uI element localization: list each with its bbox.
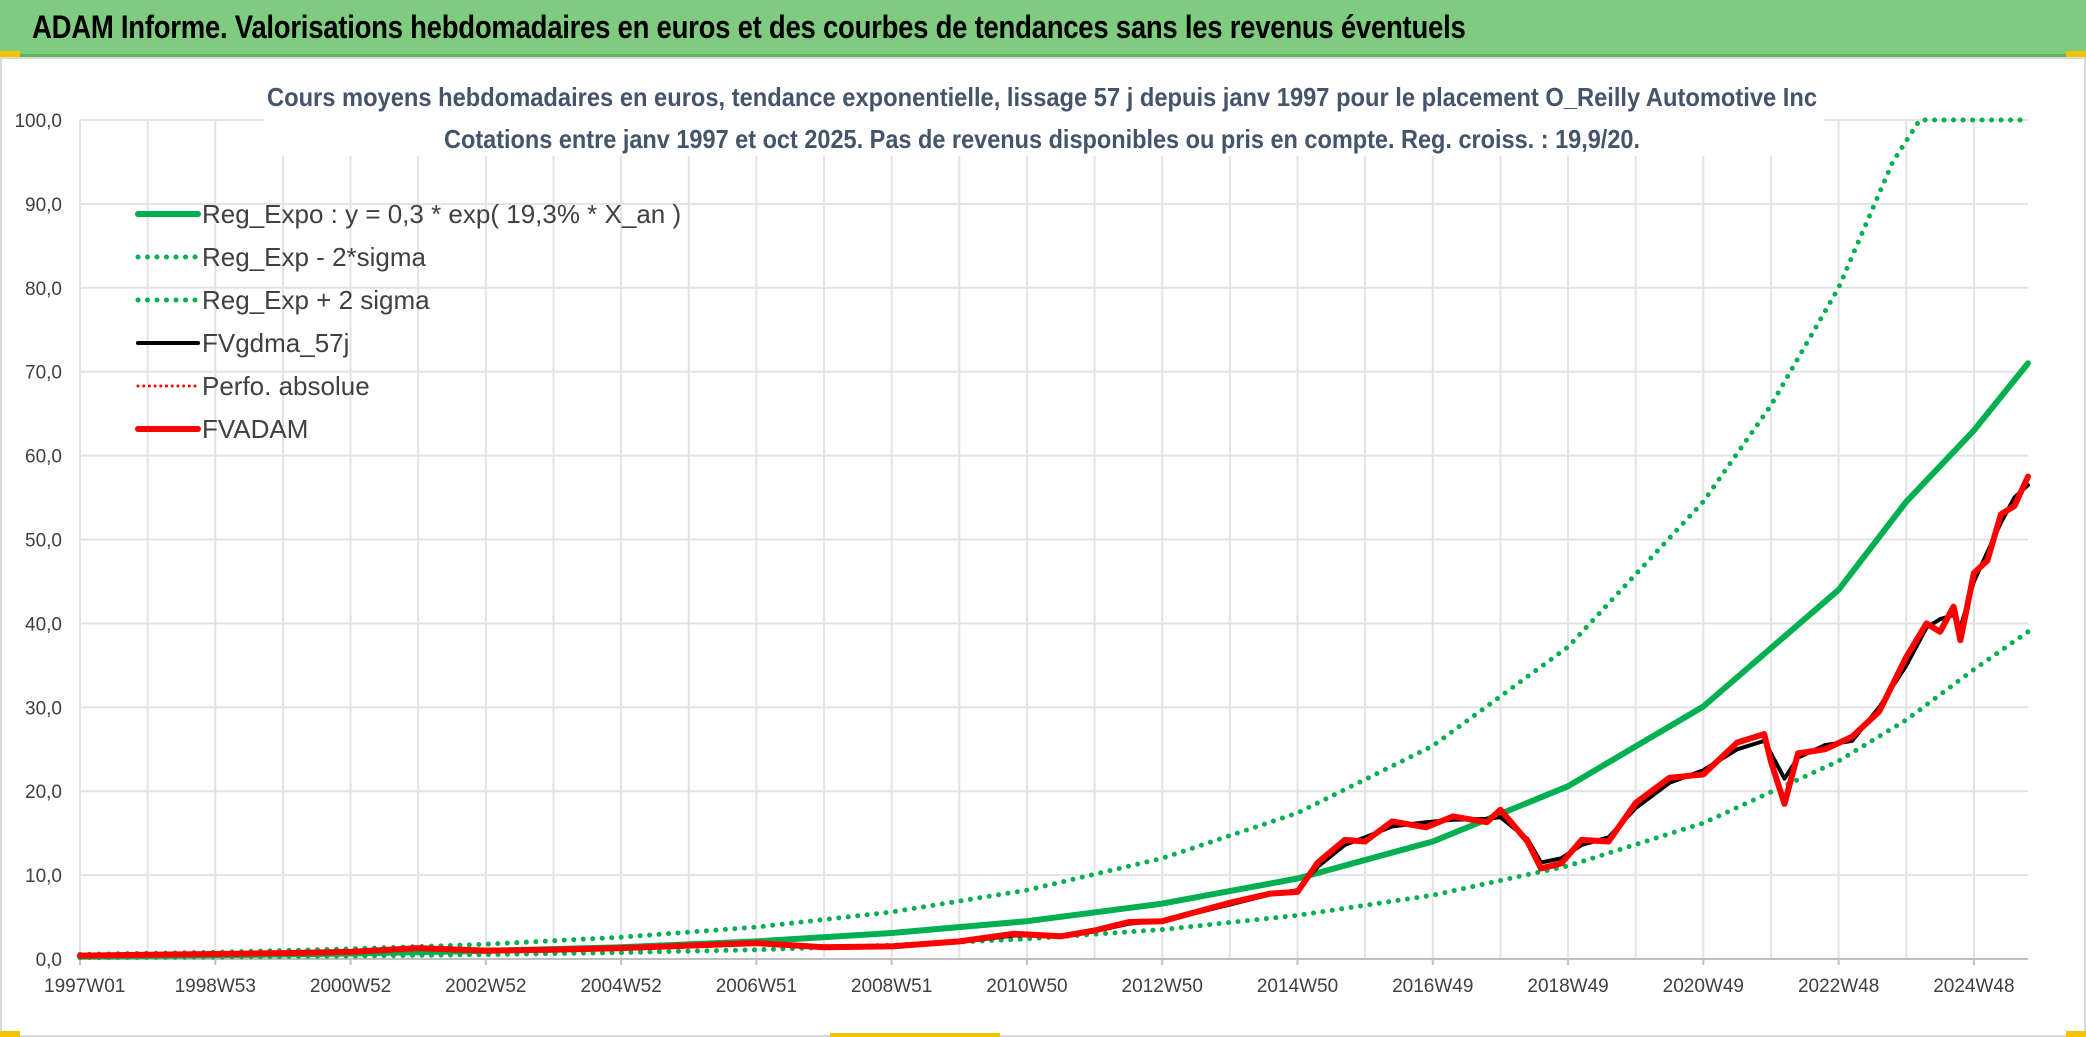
x-tick-label: 2006W51 (716, 976, 797, 997)
legend-label-3: FVgdma_57j (202, 328, 349, 358)
x-tick-label: 2020W49 (1663, 976, 1744, 997)
chart-subtitle: Cotations entre janv 1997 et oct 2025. P… (444, 124, 1640, 154)
y-tick-label: 10,0 (25, 866, 62, 887)
series-line-0 (77, 360, 2031, 960)
x-tick-label: 2008W51 (851, 976, 932, 997)
price-chart: 0,0 10,0 20,0 30,0 40,0 50,0 60,0 70,0 80,0 90,0 1… (14, 62, 2031, 997)
x-tick-label: 2016W49 (1392, 976, 1473, 997)
series-line-1 (77, 629, 2031, 961)
series-line-2 (77, 117, 2031, 957)
legend-label-1: Reg_Exp - 2*sigma (202, 242, 427, 272)
y-tick-label: 100,0 (14, 111, 62, 132)
x-tick-label: 2000W52 (310, 976, 391, 997)
x-tick-label: 2004W52 (580, 976, 661, 997)
legend-label-0: Reg_Expo : y = 0,3 * exp( 19,3% * X_an ) (202, 199, 681, 229)
x-tick-label: 2018W49 (1527, 976, 1608, 997)
corner-accent-bottom-left (0, 1031, 20, 1037)
corner-accent-top-right (2066, 51, 2086, 57)
x-tick-label: 2012W50 (1122, 976, 1203, 997)
x-tick-label: 2014W50 (1257, 976, 1338, 997)
corner-accent-bottom-right (2066, 1031, 2086, 1037)
series-line-4 (77, 473, 2031, 959)
corner-accent-top-left (0, 51, 20, 57)
x-tick-label: 2024W48 (1933, 976, 2014, 997)
y-tick-label: 80,0 (25, 279, 62, 300)
chart-frame: 0,0 10,0 20,0 30,0 40,0 50,0 60,0 70,0 80,0 90,0 1… (0, 57, 2086, 1037)
y-tick-label: 50,0 (25, 531, 62, 552)
title-backdrop (264, 62, 1824, 156)
legend-label-4: Perfo. absolue (202, 371, 370, 401)
legend-label-2: Reg_Exp + 2 sigma (202, 285, 430, 315)
y-tick-label: 40,0 (25, 614, 62, 635)
bottom-accent (830, 1033, 1000, 1037)
y-tick-label: 0,0 (36, 950, 62, 971)
x-tick-label: 1997W01 (44, 976, 125, 997)
legend-label-5: FVADAM (202, 414, 308, 444)
y-tick-label: 70,0 (25, 363, 62, 384)
report-title: ADAM Informe. Valorisations hebdomadaire… (32, 9, 1466, 45)
chart-title: Cours moyens hebdomadaires en euros, ten… (267, 82, 1817, 112)
y-tick-label: 60,0 (25, 447, 62, 468)
y-tick-label: 90,0 (25, 195, 62, 216)
x-tick-label: 2002W52 (445, 976, 526, 997)
x-tick-label: 2010W50 (986, 976, 1067, 997)
x-tick-label: 2022W48 (1798, 976, 1879, 997)
y-tick-label: 20,0 (25, 782, 62, 803)
report-banner: ADAM Informe. Valorisations hebdomadaire… (0, 0, 2086, 57)
y-tick-label: 30,0 (25, 698, 62, 719)
x-tick-label: 1998W53 (175, 976, 256, 997)
